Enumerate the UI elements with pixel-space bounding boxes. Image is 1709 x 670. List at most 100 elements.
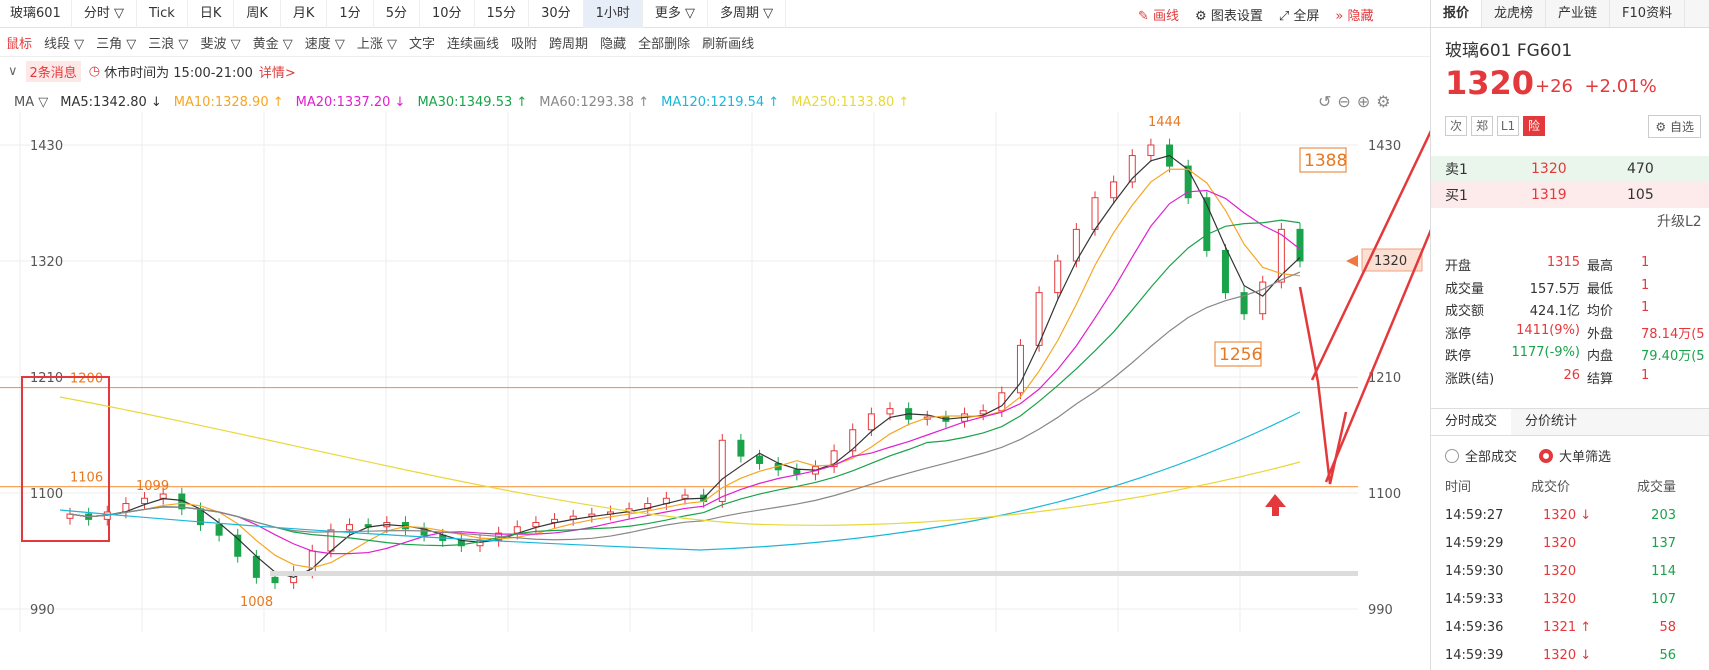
draw-tool[interactable]: 连续画线 <box>447 37 500 52</box>
period-tab[interactable]: 1分 <box>327 0 374 28</box>
candle <box>159 493 167 499</box>
candle <box>793 469 801 475</box>
y-tick-left: 990 <box>30 603 55 618</box>
trade-time: 14:59:36 <box>1445 620 1504 635</box>
draw-tool[interactable]: 文字 <box>409 37 436 52</box>
symbol-tab[interactable]: 玻璃601 <box>0 0 72 28</box>
hide-panel-label: 隐藏 <box>1347 8 1374 24</box>
bid-price: 1319 <box>1531 187 1567 203</box>
ma-value: MA250:1133.80 ↑ <box>791 94 910 110</box>
draw-tool[interactable]: 三角 ▽ <box>96 37 137 52</box>
candle <box>998 392 1006 412</box>
gear-icon[interactable]: ⚙ <box>1376 92 1397 111</box>
zoom-out-icon[interactable]: ⊖ <box>1337 92 1357 111</box>
drawn-arrow[interactable] <box>1298 286 1348 485</box>
zoom-in-icon[interactable]: ⊕ <box>1356 92 1377 111</box>
draw-tool[interactable]: 隐藏 <box>600 37 627 52</box>
radio-big[interactable] <box>1539 448 1554 463</box>
period-tab[interactable]: 日K <box>188 0 235 28</box>
chart-settings-button[interactable]: ⚙ 图表设置 <box>1195 8 1263 24</box>
period-tab[interactable]: 分时 ▽ <box>72 0 137 28</box>
period-tab[interactable]: 1小时 <box>583 0 643 28</box>
drawn-arrow[interactable] <box>1310 112 1430 381</box>
period-toolbar: 玻璃601 分时 ▽ Tick 日K 周K 月K 1分 5分 10分 15分 30分 1小时 更多 ▽… <box>0 0 1430 28</box>
message-count[interactable]: 2条消息 <box>25 60 81 82</box>
period-tab[interactable]: Tick <box>137 0 188 28</box>
draw-tool[interactable]: 上涨 ▽ <box>356 37 397 52</box>
stat-key: 开盘 <box>1445 259 1472 274</box>
current-price-label: 1320 <box>1374 254 1407 269</box>
drawn-arrow[interactable] <box>1324 112 1430 483</box>
draw-tool[interactable]: 跨周期 <box>549 37 589 52</box>
period-tab[interactable]: 多周期 ▽ <box>708 0 787 28</box>
watchlist-button[interactable]: ⚙ 自选 <box>1648 115 1701 138</box>
badge[interactable]: 郑 <box>1471 116 1493 136</box>
radio-all[interactable] <box>1445 448 1459 463</box>
panel-tab[interactable]: 产业链 <box>1546 0 1611 27</box>
stat-value: 1315 <box>1546 255 1580 270</box>
stat-value2: 1 <box>1641 300 1650 315</box>
ma120-line <box>59 411 1301 551</box>
draw-tool[interactable]: 吸附 <box>511 37 538 52</box>
fullscreen-label: 全屏 <box>1293 8 1320 24</box>
ma-selector[interactable]: MA ▽ <box>14 94 49 110</box>
panel-tab[interactable]: F10资料 <box>1610 0 1686 27</box>
trade-header: 时间 成交价 成交量 <box>1431 476 1709 500</box>
trade-tab[interactable]: 分时成交 <box>1431 409 1512 435</box>
collapse-icon[interactable]: ∨ <box>8 63 18 79</box>
badge[interactable]: L1 <box>1497 116 1519 136</box>
period-tab[interactable]: 30分 <box>529 0 584 28</box>
trade-price: 1320 ↓ <box>1543 648 1592 663</box>
message-bar: ∨ 2条消息 ◷ 休市时间为 15:00-21:00 详情> <box>0 58 1430 84</box>
candle <box>1110 181 1118 199</box>
reset-icon[interactable]: ↺ <box>1318 92 1338 111</box>
draw-tool[interactable]: 全部删除 <box>638 37 691 52</box>
candle <box>1259 281 1267 315</box>
period-tab[interactable]: 15分 <box>475 0 530 28</box>
draw-tool[interactable]: 三浪 ▽ <box>148 37 189 52</box>
draw-tool[interactable]: 斐波 ▽ <box>200 37 241 52</box>
ma-value: MA60:1293.38 ↑ <box>539 94 650 110</box>
draw-tool[interactable]: 鼠标 <box>6 37 33 52</box>
hide-panel-button[interactable]: » 隐藏 <box>1335 8 1374 24</box>
panel-tab[interactable]: 龙虎榜 <box>1482 0 1547 27</box>
fullscreen-button[interactable]: ⤢ 全屏 <box>1278 8 1320 24</box>
panel-tab[interactable]: 报价 <box>1431 0 1483 27</box>
scroll-bar[interactable] <box>270 571 1358 576</box>
ma-value: MA20:1337.20 ↓ <box>295 94 406 110</box>
period-tab[interactable]: 月K <box>281 0 328 28</box>
period-tab[interactable]: 周K <box>234 0 281 28</box>
stat-row: 涨停 1411(9%) 外盘 78.14万(5 <box>1445 323 1709 346</box>
annotation-box[interactable] <box>1214 341 1262 367</box>
stat-key: 成交量 <box>1445 281 1485 297</box>
candle <box>1128 155 1136 183</box>
candle <box>830 450 838 468</box>
detail-link[interactable]: 详情> <box>258 65 296 81</box>
upgrade-link[interactable]: 升级L2 <box>1657 214 1702 230</box>
annotation-label: 1388 <box>1304 151 1347 171</box>
badge[interactable]: 险 <box>1523 116 1545 136</box>
hline-label: 1106 <box>70 471 103 486</box>
kline-chart[interactable]: 990 990 1100 1100 1210 1210 1320 1320 1430 1430 12… <box>0 112 1430 670</box>
draw-tool[interactable]: 线段 ▽ <box>44 37 85 52</box>
period-tab[interactable]: 5分 <box>374 0 420 28</box>
badge[interactable]: 次 <box>1445 116 1467 136</box>
draw-tool[interactable]: 刷新画线 <box>702 37 755 52</box>
trade-price: 1320 <box>1543 564 1577 579</box>
quote-panel: 报价 龙虎榜 产业链 F10资料 玻璃601 FG601 1320 +26 +2.01… <box>1430 0 1709 670</box>
trade-row: 14:59:33 1320 107 <box>1431 586 1709 614</box>
draw-tool[interactable]: 速度 ▽ <box>304 37 345 52</box>
ma-value: MA10:1328.90 ↑ <box>173 94 284 110</box>
ma-value: MA120:1219.54 ↑ <box>661 94 780 110</box>
annotation-box[interactable] <box>1299 147 1347 173</box>
stat-key2: 最低 <box>1587 281 1614 297</box>
period-tab[interactable]: 10分 <box>420 0 475 28</box>
bid-label: 买1 <box>1445 188 1468 204</box>
ma-legend: MA ▽ MA5:1342.80 ↓ MA10:1328.90 ↑ MA20:133… <box>0 92 909 112</box>
draw-tool[interactable]: 黄金 ▽ <box>252 37 293 52</box>
draw-line-button[interactable]: ✎ 画线 <box>1138 8 1180 24</box>
candle <box>141 497 149 505</box>
period-tab[interactable]: 更多 ▽ <box>643 0 709 28</box>
trade-price: 1320 <box>1543 536 1577 551</box>
trade-tab[interactable]: 分价统计 <box>1525 414 1578 429</box>
